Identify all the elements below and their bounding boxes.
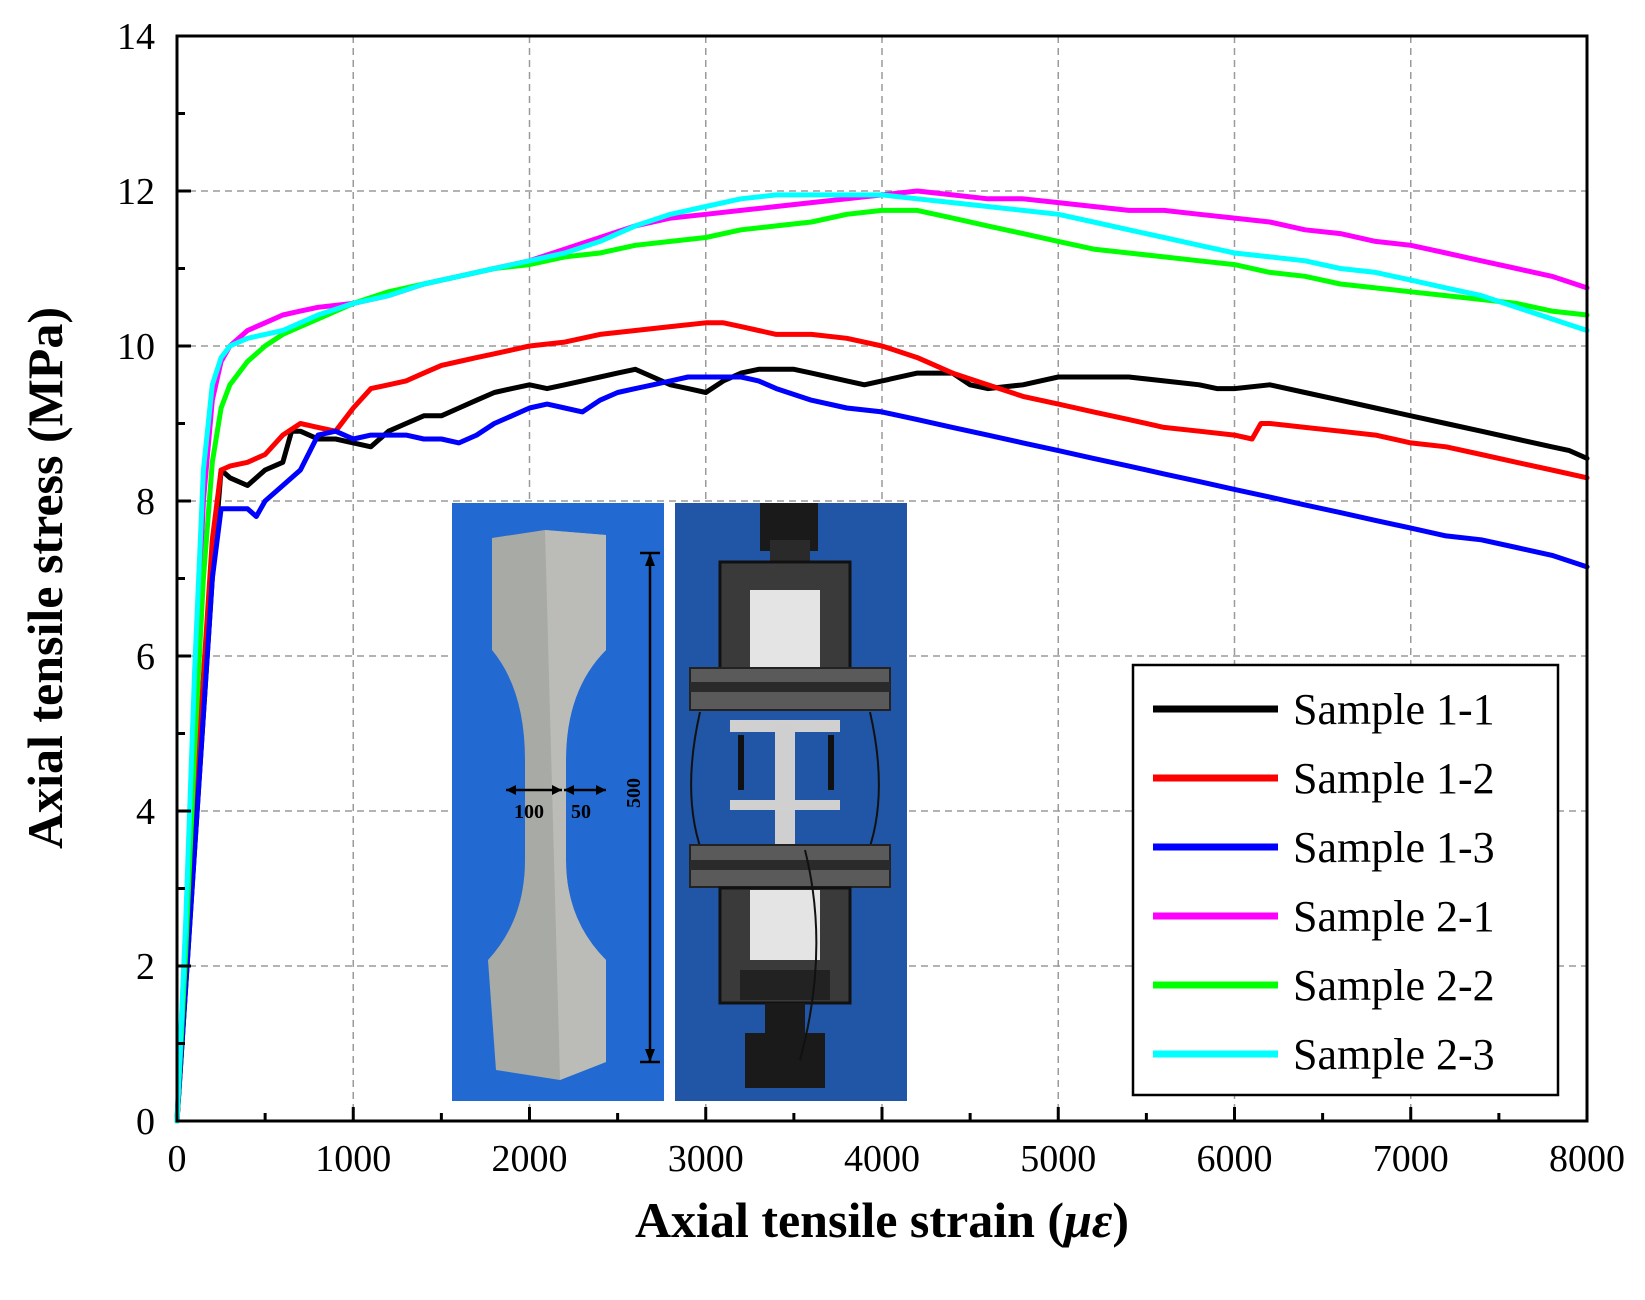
x-tick-label: 8000 — [1549, 1138, 1625, 1180]
y-tick-label: 10 — [117, 326, 155, 368]
y-tick-label: 2 — [136, 946, 155, 988]
x-axis-title-unit: με — [1061, 1192, 1113, 1248]
dim-label-100: 100 — [514, 801, 544, 823]
legend-label: Sample 2-1 — [1293, 892, 1495, 941]
x-tick-label: 0 — [168, 1138, 187, 1180]
x-axis-title: Axial tensile strain (με) — [635, 1192, 1129, 1248]
series-line-sample-2-2 — [174, 207, 1590, 1124]
y-tick-label: 14 — [117, 16, 155, 58]
x-tick-label: 2000 — [492, 1138, 568, 1180]
x-tick-label: 4000 — [844, 1138, 920, 1180]
dim-label-500: 500 — [623, 778, 645, 808]
x-tick-label: 1000 — [315, 1138, 391, 1180]
x-tick-label: 7000 — [1373, 1138, 1449, 1180]
series-line-sample-2-1 — [174, 188, 1590, 1124]
axis-ticks: 0 1000 2000 3000 4000 5000 6000 7000 8000 0 2 4 6 8 10… — [117, 16, 1625, 1180]
legend-label: Sample 1-1 — [1293, 685, 1495, 734]
x-axis-title-close: ) — [1112, 1192, 1129, 1248]
series-line-sample-2-3 — [174, 192, 1590, 1124]
x-axis-title-main: Axial tensile strain ( — [635, 1192, 1064, 1248]
x-tick-label: 6000 — [1197, 1138, 1273, 1180]
specimen-photo: 100 50 500 — [452, 503, 664, 1101]
series-line-sample-1-3 — [174, 374, 1590, 1124]
x-tick-label: 5000 — [1020, 1138, 1096, 1180]
series-layer — [174, 188, 1590, 1124]
y-tick-label: 4 — [136, 791, 155, 833]
inset-photos: 100 50 500 — [452, 503, 907, 1101]
dim-label-50: 50 — [571, 801, 591, 823]
y-tick-label: 8 — [136, 481, 155, 523]
legend-label: Sample 2-3 — [1293, 1030, 1495, 1079]
legend-box — [1131, 663, 1560, 1097]
legend-label: Sample 1-3 — [1293, 823, 1495, 872]
y-tick-label: 12 — [117, 171, 155, 213]
y-axis-title: Axial tensile stress (MPa) — [17, 307, 73, 849]
series-line-sample-1-2 — [174, 320, 1590, 1124]
test-machine-photo — [675, 503, 907, 1101]
x-tick-label: 3000 — [668, 1138, 744, 1180]
y-tick-label: 6 — [136, 636, 155, 678]
legend-label: Sample 1-2 — [1293, 754, 1495, 803]
y-tick-label: 0 — [136, 1101, 155, 1143]
legend-label: Sample 2-2 — [1293, 961, 1495, 1010]
legend: Sample 1-1 Sample 1-2 Sample 1-3 Sample 2-1… — [1131, 663, 1560, 1097]
